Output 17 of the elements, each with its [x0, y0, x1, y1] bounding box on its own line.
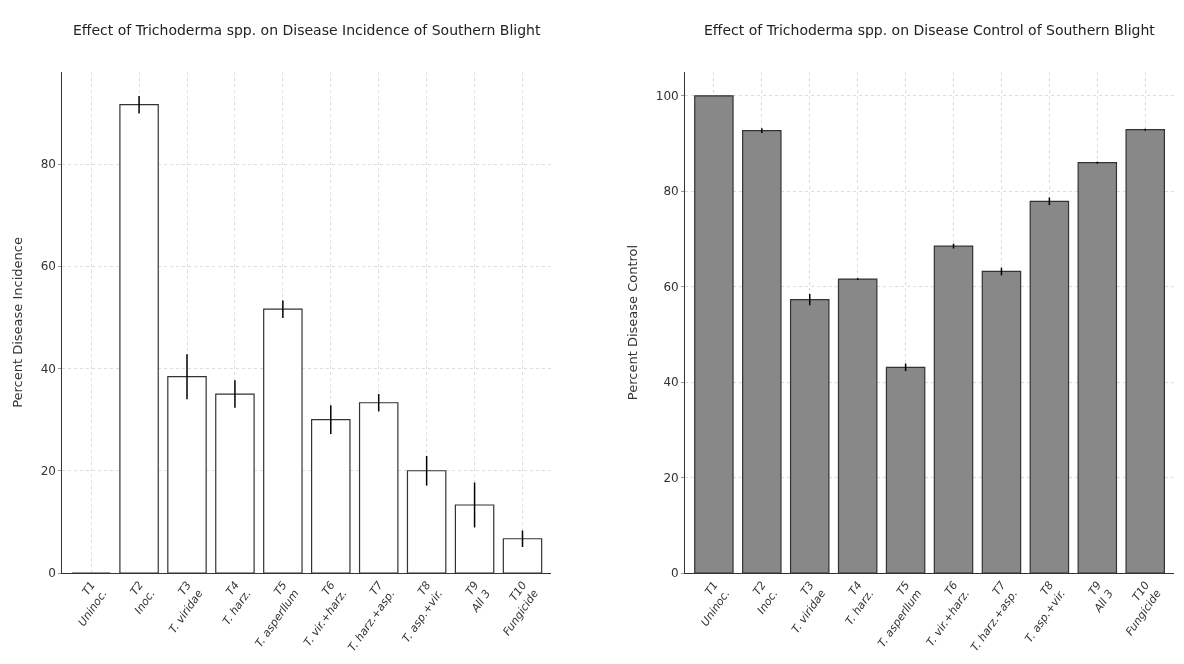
y-tick-label: 80	[40, 157, 56, 172]
x-tick-label: T9 All 3	[463, 579, 494, 616]
y-tick-label: 0	[671, 566, 679, 581]
x-tick-label: T9 All 3	[1085, 579, 1116, 616]
y-axis-title: Percent Disease Incidence	[9, 237, 25, 408]
y-tick-label: 20	[663, 470, 679, 485]
y-tick-label: 40	[663, 375, 679, 390]
y-tick-label: 20	[40, 463, 56, 478]
y-tick-label: 40	[40, 361, 56, 376]
y-tick-label: 60	[663, 279, 679, 294]
y-tick-label: 0	[48, 566, 56, 581]
y-tick-label: 100	[655, 89, 679, 104]
chart-title: Effect of Trichoderma spp. on Disease Control of Southern Blight	[704, 22, 1156, 38]
chart-title: Effect of Trichoderma spp. on Disease Incidence of Southern Blight	[73, 22, 541, 38]
y-tick-label: 80	[663, 184, 679, 199]
y-axis-title: Percent Disease Control	[624, 244, 640, 401]
y-tick-label: 60	[40, 259, 56, 274]
